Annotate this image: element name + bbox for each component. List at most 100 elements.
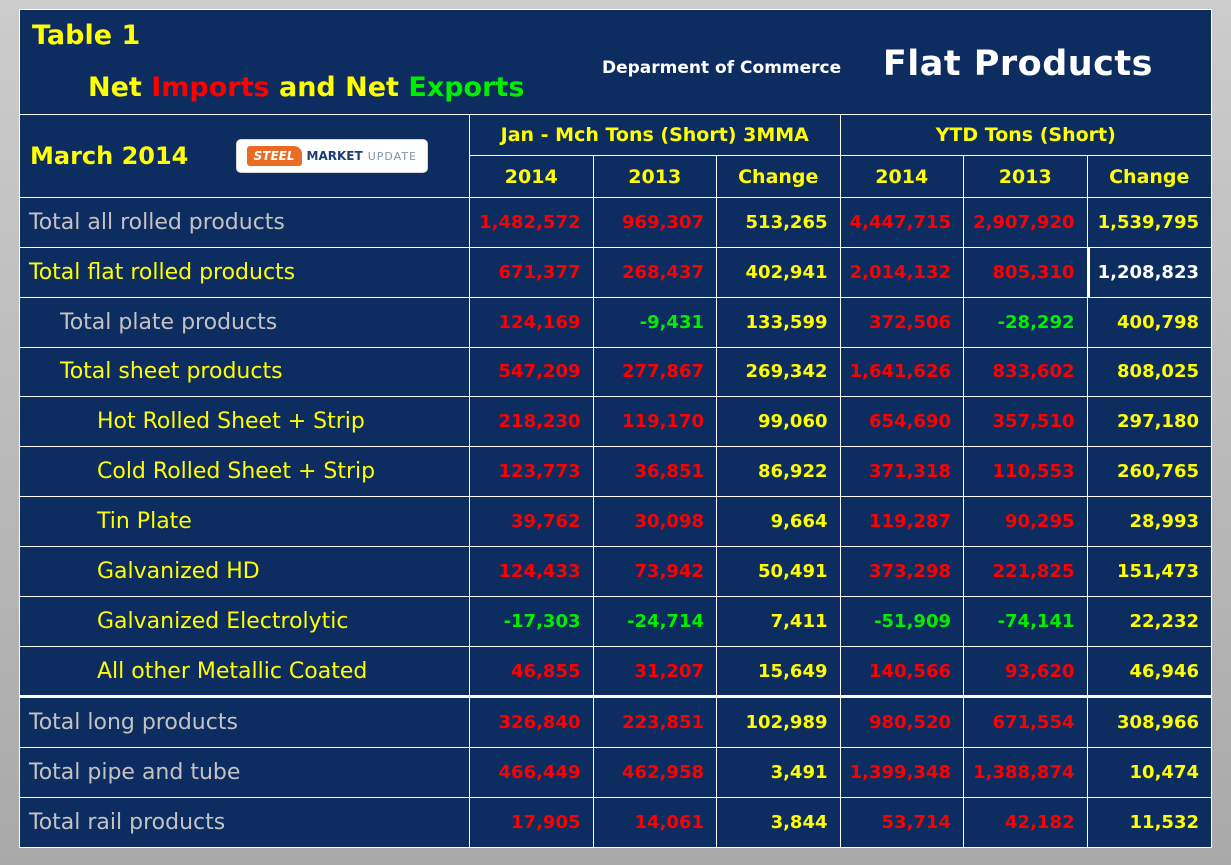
value-cell: 151,473	[1117, 560, 1199, 582]
row-label: Total long products	[20, 698, 470, 748]
logo-steel-text: STEEL	[246, 146, 302, 166]
value-cell: 93,620	[964, 646, 1088, 696]
value-cell: 53,714	[841, 798, 964, 847]
value-cell: 805,310	[964, 247, 1088, 297]
table-number-label: Table 1	[32, 20, 141, 51]
value-cell: 42,182	[964, 798, 1088, 847]
value-cell: 269,342	[717, 347, 841, 397]
value-cell: 3,491	[717, 748, 841, 798]
column-header-ytd-2014: 2014	[840, 155, 964, 197]
column-group-3mma: Jan - Mch Tons (Short) 3MMA	[470, 115, 841, 155]
subtitle-part: and Net	[269, 72, 409, 103]
value-cell: 833,602	[964, 347, 1088, 397]
value-cell: 547,209	[470, 347, 594, 397]
value-cell: 1,539,795	[1097, 211, 1199, 233]
value-cell: 124,169	[470, 297, 594, 347]
value-cell: 50,491	[717, 546, 841, 596]
value-cell: 268,437	[594, 247, 717, 297]
column-header: March 2014 STEEL MARKET UPDATE Jan - Mch…	[20, 115, 1211, 197]
table-row: Total flat rolled products 671,377 268,437…	[20, 246, 1212, 297]
value-cell: 10,474	[1129, 762, 1199, 784]
value-cell: 277,867	[594, 347, 717, 397]
subtitle-part: Imports	[151, 72, 270, 103]
table-row: Total sheet products 547,209 277,867 269,34…	[20, 346, 1211, 397]
table-row: Cold Rolled Sheet + Strip 123,773 36,851 86…	[20, 446, 1211, 497]
value-cell: 671,377	[470, 247, 594, 297]
row-label: Tin Plate	[20, 497, 470, 546]
value-cell: 90,295	[964, 497, 1088, 546]
row-label: Hot Rolled Sheet + Strip	[20, 397, 470, 447]
value-cell: 1,482,572	[470, 198, 594, 247]
column-header-3mma-2014: 2014	[470, 155, 594, 197]
value-cell: 22,232	[1129, 610, 1199, 632]
steel-market-update-logo: STEEL MARKET UPDATE	[236, 140, 427, 172]
value-cell: 28,993	[1129, 510, 1199, 532]
logo-market-text: MARKET	[306, 149, 363, 163]
value-cell: 402,941	[717, 247, 841, 297]
table-row: Total rail products 17,905 14,061 3,844 53,7…	[20, 797, 1211, 847]
value-cell: 297,180	[1117, 411, 1199, 433]
value-cell: 31,207	[594, 646, 717, 696]
row-label: Galvanized HD	[20, 546, 470, 596]
value-cell: 99,060	[717, 397, 841, 447]
row-label: Galvanized Electrolytic	[20, 596, 470, 646]
value-cell: 119,170	[594, 397, 717, 447]
value-cell: 7,411	[717, 596, 841, 646]
value-cell: 119,287	[841, 497, 964, 546]
table-row: Galvanized Electrolytic -17,303 -24,714 7,4…	[20, 595, 1211, 646]
row-label: Total rail products	[20, 798, 470, 847]
table-body: Total all rolled products 1,482,572 969,30…	[20, 197, 1211, 847]
value-cell: 1,641,626	[841, 347, 964, 397]
value-cell: 39,762	[470, 497, 594, 546]
value-cell: 260,765	[1117, 461, 1199, 483]
table-row: Total all rolled products 1,482,572 969,30…	[20, 197, 1211, 247]
subtitle-part: Exports	[408, 72, 525, 103]
value-cell: 3,844	[717, 798, 841, 847]
value-cell: 308,966	[1117, 712, 1199, 734]
column-header-ytd-change: Change	[1087, 155, 1211, 197]
value-cell: 373,298	[841, 546, 964, 596]
value-cell: 133,599	[717, 297, 841, 347]
subtitle-part: Net	[88, 72, 152, 103]
month-label: March 2014	[30, 142, 189, 170]
row-label: Total flat rolled products	[20, 247, 470, 297]
value-cell: 969,307	[594, 198, 717, 247]
value-cell: 462,958	[594, 748, 717, 798]
value-cell: 123,773	[470, 447, 594, 497]
value-cell: 17,905	[470, 798, 594, 847]
logo-update-text: UPDATE	[367, 149, 417, 163]
value-cell: 654,690	[841, 397, 964, 447]
value-cell: 400,798	[1117, 311, 1199, 333]
value-cell: 326,840	[470, 698, 594, 748]
value-cell: 86,922	[717, 447, 841, 497]
value-cell: -17,303	[470, 596, 594, 646]
value-cell: 1,399,348	[841, 748, 964, 798]
value-cell: 15,649	[717, 646, 841, 696]
value-cell: 808,025	[1117, 361, 1199, 383]
month-cell: March 2014 STEEL MARKET UPDATE	[20, 115, 470, 197]
column-header-ytd-2013: 2013	[964, 155, 1088, 197]
column-header-3mma-change: Change	[717, 155, 841, 197]
value-cell: 372,506	[841, 297, 964, 347]
value-cell: -74,141	[964, 596, 1088, 646]
product-category-title: Flat Products	[882, 44, 1153, 84]
value-cell: 218,230	[470, 397, 594, 447]
row-label: Total plate products	[20, 297, 470, 347]
value-cell: 221,825	[964, 546, 1088, 596]
department-label: Deparment of Commerce	[602, 58, 842, 78]
value-cell: 73,942	[594, 546, 717, 596]
row-label: Total sheet products	[20, 347, 470, 397]
value-cell: 371,318	[841, 447, 964, 497]
column-header-3mma-2013: 2013	[593, 155, 717, 197]
value-cell: -24,714	[594, 596, 717, 646]
value-cell: 1,208,823	[1087, 247, 1212, 297]
row-label: Total pipe and tube	[20, 748, 470, 798]
value-cell: 2,907,920	[964, 198, 1088, 247]
value-cell: -28,292	[964, 297, 1088, 347]
table-row: Total long products 326,840 223,851 102,989…	[20, 695, 1211, 748]
value-cell: 9,664	[717, 497, 841, 546]
value-cell: 2,014,132	[841, 247, 964, 297]
report-subtitle: Net Imports and Net Exports	[88, 72, 524, 103]
row-label: Cold Rolled Sheet + Strip	[20, 447, 470, 497]
